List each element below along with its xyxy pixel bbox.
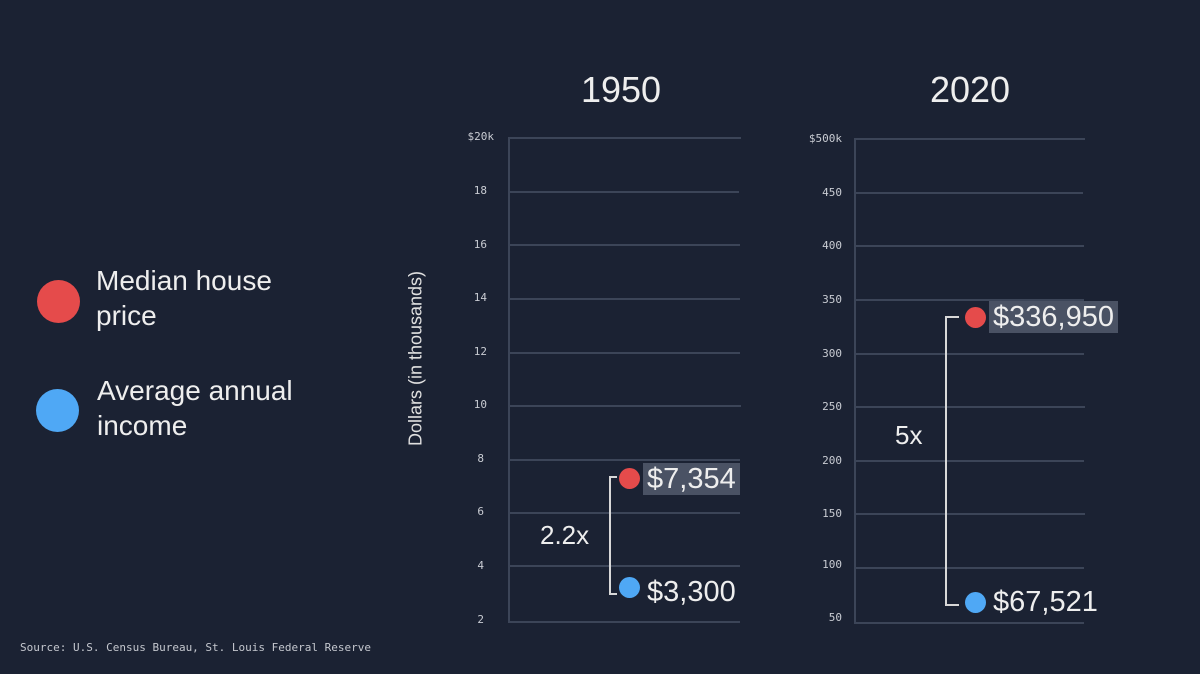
income-label: $67,521 <box>993 586 1098 618</box>
gridline <box>508 352 740 354</box>
y-tick: 200 <box>822 454 842 467</box>
y-tick: 300 <box>822 347 842 360</box>
gridline <box>508 565 740 567</box>
legend-income-dot-icon <box>36 389 79 432</box>
ratio-bracket <box>609 476 617 595</box>
ratio-label: 2.2x <box>540 520 590 550</box>
gridline <box>854 622 1084 624</box>
gridline <box>508 512 740 514</box>
gridline <box>854 245 1084 247</box>
gridline <box>854 138 1085 140</box>
y-axis-line <box>508 138 510 622</box>
gridline <box>508 298 740 300</box>
y-tick: 100 <box>822 558 842 571</box>
y-axis-label: Dollars (in thousands) <box>405 270 426 447</box>
gridline <box>854 513 1085 515</box>
house-price-label: $7,354 <box>643 463 740 495</box>
y-tick: 400 <box>822 239 842 252</box>
legend-house-label: Median house price <box>96 265 272 331</box>
income-dot <box>619 577 640 598</box>
gridline <box>854 353 1084 355</box>
chart-title: 1950 <box>580 69 662 110</box>
gridline <box>854 460 1084 462</box>
gridline <box>508 405 741 407</box>
gridline <box>854 192 1083 194</box>
y-tick: 18 <box>473 184 487 197</box>
legend-income-label: Average annual income <box>97 375 293 441</box>
gridline <box>508 459 740 461</box>
house-price-dot <box>965 307 986 328</box>
y-axis-line <box>854 139 856 623</box>
y-tick: 16 <box>473 238 487 251</box>
income-dot <box>965 592 986 613</box>
y-tick: $20k <box>467 130 495 143</box>
y-tick: 4 <box>477 559 484 572</box>
y-tick: 2 <box>477 613 484 626</box>
ratio-bracket <box>945 316 959 606</box>
gridline <box>854 406 1085 408</box>
y-tick: 10 <box>473 398 487 411</box>
y-tick: 8 <box>477 452 484 465</box>
gridline <box>854 299 1084 301</box>
gridline <box>854 567 1084 569</box>
chart-title: 2020 <box>929 69 1011 110</box>
y-tick: 6 <box>477 505 484 518</box>
y-tick: 150 <box>822 507 842 520</box>
y-tick: 250 <box>822 400 842 413</box>
y-tick: $500k <box>808 132 842 145</box>
gridline <box>508 244 740 246</box>
y-tick: 14 <box>473 291 487 304</box>
income-label: $3,300 <box>647 576 736 608</box>
ratio-label: 5x <box>895 420 923 450</box>
house-price-dot <box>619 468 640 489</box>
y-tick: 350 <box>822 293 842 306</box>
gridline <box>508 621 740 623</box>
gridline <box>508 191 739 193</box>
y-tick: 50 <box>828 611 842 624</box>
gridline <box>508 137 741 139</box>
y-tick: 450 <box>822 186 842 199</box>
y-tick: 12 <box>473 345 487 358</box>
house-price-label: $336,950 <box>989 301 1118 333</box>
source-note: Source: U.S. Census Bureau, St. Louis Fe… <box>20 641 371 654</box>
legend-house-dot-icon <box>37 280 80 323</box>
